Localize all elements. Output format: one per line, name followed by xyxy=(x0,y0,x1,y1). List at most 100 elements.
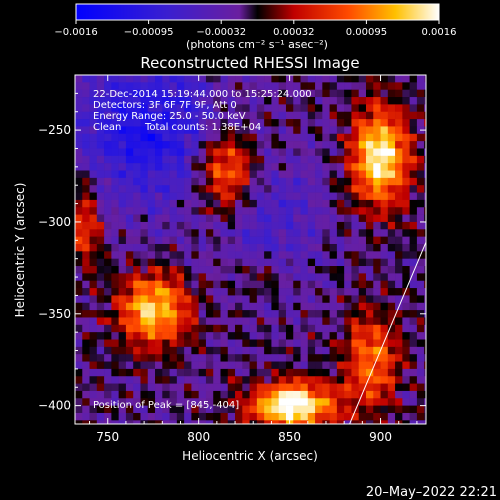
heatmap-cell xyxy=(300,170,309,179)
heatmap-cell xyxy=(162,177,170,186)
heatmap-cell xyxy=(220,368,229,377)
heatmap-cell xyxy=(111,221,119,230)
heatmap-cell xyxy=(322,236,330,245)
heatmap-cell xyxy=(227,177,236,186)
heatmap-cell xyxy=(315,354,323,362)
heatmap-cell xyxy=(184,405,192,414)
heatmap-cell xyxy=(329,398,338,406)
heatmap-cell xyxy=(300,141,309,149)
heatmap-cell xyxy=(104,185,112,193)
heatmap-cell xyxy=(336,280,345,289)
heatmap-cell xyxy=(322,163,330,171)
heatmap-cell xyxy=(198,280,207,289)
heatmap-cell xyxy=(256,97,265,105)
heatmap-cell xyxy=(147,229,156,237)
heatmap-cell xyxy=(176,383,185,392)
heatmap-cell xyxy=(264,332,272,340)
heatmap-cell xyxy=(140,148,149,157)
heatmap-cell xyxy=(140,317,149,326)
heatmap-cell xyxy=(169,82,178,90)
heatmap-cell xyxy=(147,420,156,424)
heatmap-cell xyxy=(271,126,279,135)
heatmap-cell xyxy=(205,155,214,164)
heatmap-cell xyxy=(242,280,250,289)
heatmap-cell xyxy=(329,266,338,274)
heatmap-cell xyxy=(351,192,360,201)
heatmap-cell xyxy=(205,295,214,304)
heatmap-cell xyxy=(198,317,207,326)
heatmap-cell xyxy=(380,163,389,171)
heatmap-cell xyxy=(256,317,265,326)
heatmap-cell xyxy=(96,243,105,252)
heatmap-cell xyxy=(351,163,360,171)
heatmap-cell xyxy=(220,126,229,135)
heatmap-cell xyxy=(111,207,119,215)
heatmap-cell xyxy=(249,148,258,157)
heatmap-cell xyxy=(351,332,360,340)
heatmap-cell xyxy=(75,119,83,127)
heatmap-cell xyxy=(205,229,214,237)
heatmap-cell xyxy=(96,376,105,384)
heatmap-cell xyxy=(162,170,170,179)
heatmap-cell xyxy=(416,368,425,377)
heatmap-cell xyxy=(365,295,374,304)
heatmap-cell xyxy=(336,148,345,157)
heatmap-cell xyxy=(395,361,403,370)
heatmap-cell xyxy=(307,170,316,179)
heatmap-cell xyxy=(409,302,418,311)
heatmap-cell xyxy=(387,420,396,424)
heatmap-cell xyxy=(264,221,272,230)
heatmap-cell xyxy=(416,207,425,215)
heatmap-cell xyxy=(125,97,134,105)
heatmap-cell xyxy=(198,199,207,208)
heatmap-cell xyxy=(315,221,323,230)
heatmap-cell xyxy=(162,163,170,171)
heatmap-cell xyxy=(365,170,374,179)
heatmap-cell xyxy=(205,75,214,83)
heatmap-cell xyxy=(373,89,381,98)
heatmap-cell xyxy=(162,185,170,193)
heatmap-cell xyxy=(271,243,279,252)
heatmap-cell xyxy=(351,199,360,208)
heatmap-cell xyxy=(329,170,338,179)
heatmap-cell xyxy=(365,266,374,274)
heatmap-cell xyxy=(191,361,199,370)
heatmap-cell xyxy=(271,383,279,392)
heatmap-cell xyxy=(249,221,258,230)
heatmap-cell xyxy=(162,119,170,127)
heatmap-cell xyxy=(191,376,199,384)
heatmap-cell xyxy=(125,221,134,230)
heatmap-cell xyxy=(424,207,426,215)
heatmap-cell xyxy=(424,332,426,340)
heatmap-cell xyxy=(336,75,345,83)
heatmap-cell xyxy=(198,251,207,259)
heatmap-cell xyxy=(162,236,170,245)
heatmap-cell xyxy=(285,280,294,289)
heatmap-cell xyxy=(111,192,119,201)
heatmap-cell xyxy=(235,177,243,186)
heatmap-cell xyxy=(358,192,367,201)
heatmap-cell xyxy=(235,258,243,267)
heatmap-cell xyxy=(351,383,360,392)
heatmap-cell xyxy=(82,192,90,201)
heatmap-cell xyxy=(315,258,323,267)
heatmap-cell xyxy=(344,361,352,370)
heatmap-cell xyxy=(424,104,426,113)
heatmap-cell xyxy=(249,266,258,274)
heatmap-cell xyxy=(242,376,250,384)
heatmap-cell xyxy=(162,339,170,348)
heatmap-cell xyxy=(365,398,374,406)
heatmap-cell xyxy=(169,141,178,149)
heatmap-cell xyxy=(75,280,83,289)
heatmap-cell xyxy=(147,376,156,384)
heatmap-cell xyxy=(220,82,229,90)
heatmap-cell xyxy=(220,258,229,267)
heatmap-cell xyxy=(235,133,243,142)
heatmap-cell xyxy=(293,324,301,333)
heatmap-cell xyxy=(285,310,294,318)
heatmap-cell xyxy=(409,332,418,340)
heatmap-cell xyxy=(96,229,105,237)
heatmap-cell xyxy=(235,339,243,348)
heatmap-cell xyxy=(395,332,403,340)
heatmap-cell xyxy=(278,354,287,362)
